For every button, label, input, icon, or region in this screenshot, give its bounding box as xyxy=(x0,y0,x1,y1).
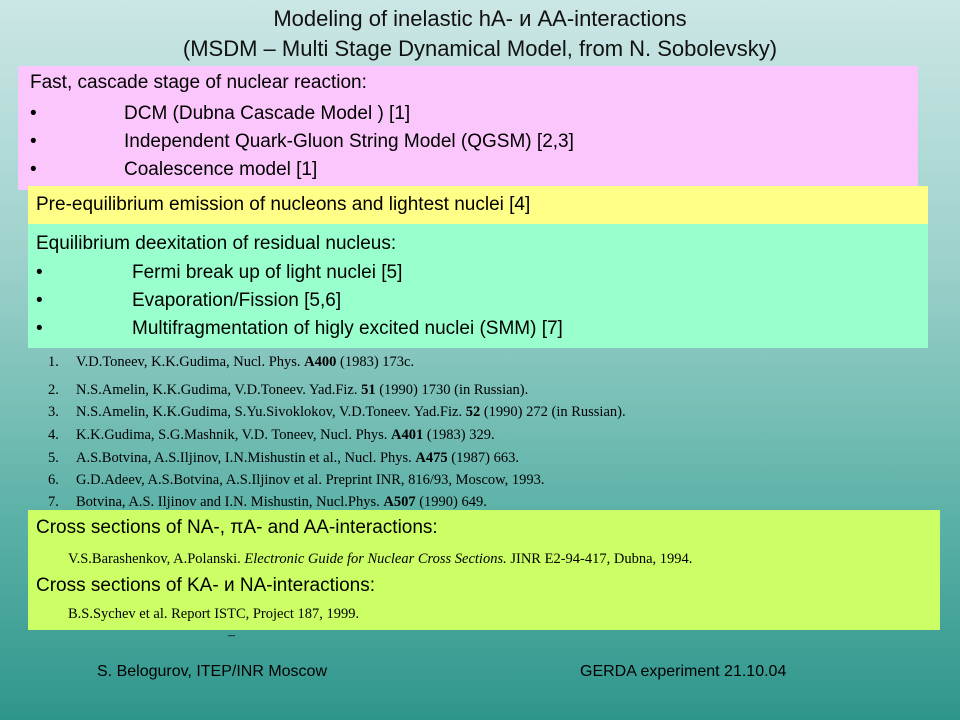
reference-item: 4. K.K.Gudima, S.G.Mashnik, V.D. Toneev, … xyxy=(48,427,495,443)
footer-event: GERDA experiment 21.10.04 xyxy=(580,663,787,680)
bullet-icon: • xyxy=(30,159,37,180)
preequilibrium-text: Pre-equilibrium emission of nucleons and… xyxy=(36,194,531,215)
reference-item: 6. G.D.Adeev, A.S.Botvina, A.S.Iljinov et… xyxy=(48,472,545,488)
bullet-icon: • xyxy=(30,131,37,152)
cascade-item: DCM (Dubna Cascade Model ) [1] xyxy=(124,103,411,124)
reference-item: 7. Botvina, A.S. Iljinov and I.N. Mishust… xyxy=(48,494,487,510)
cross-sections-heading-2: Cross sections of KA- и NA-interactions: xyxy=(36,575,376,596)
slide-title-line2: (MSDM – Multi Stage Dynamical Model, fro… xyxy=(182,36,778,61)
bullet-icon: • xyxy=(36,262,43,283)
cross-sections-box: Cross sections of NA-, πA- and AA-intera… xyxy=(28,510,940,630)
footer-author: S. Belogurov, ITEP/INR Moscow xyxy=(97,663,327,680)
reference-item: 2. N.S.Amelin, K.K.Gudima, V.D.Toneev. Ya… xyxy=(48,382,529,398)
cascade-stage-box: Fast, cascade stage of nuclear reaction:… xyxy=(18,66,918,190)
reference-item: 1. V.D.Toneev, K.K.Gudima, Nucl. Phys. A4… xyxy=(48,354,415,370)
equilibrium-heading: Equilibrium deexitation of residual nucl… xyxy=(36,233,397,254)
cross-sections-reference-2: B.S.Sychev et al. Report ISTC, Project 1… xyxy=(68,606,360,622)
cascade-item: Coalescence model [1] xyxy=(124,159,318,180)
pi-symbol: π xyxy=(230,517,244,538)
reference-item: 5. A.S.Botvina, A.S.Iljinov, I.N.Mishusti… xyxy=(48,450,519,466)
cascade-heading: Fast, cascade stage of nuclear reaction: xyxy=(30,72,367,93)
equilibrium-item: Evaporation/Fission [5,6] xyxy=(132,290,342,311)
slide-title-line1: Modeling of inelastic hA- и AA-interacti… xyxy=(273,6,687,31)
cascade-item: Independent Quark-Gluon String Model (QG… xyxy=(124,131,574,152)
reference-item: 3. N.S.Amelin, K.K.Gudima, S.Yu.Sivokloko… xyxy=(48,404,626,420)
preequilibrium-box: Pre-equilibrium emission of nucleons and… xyxy=(28,186,928,224)
bullet-icon: • xyxy=(36,290,43,311)
bullet-icon: • xyxy=(30,103,37,124)
equilibrium-item: Fermi break up of light nuclei [5] xyxy=(132,262,403,283)
equilibrium-box: Equilibrium deexitation of residual nucl… xyxy=(28,224,928,348)
cross-sections-reference-1: V.S.Barashenkov, A.Polanski. Electronic … xyxy=(68,551,693,567)
equilibrium-item: Multifragmentation of higly excited nucl… xyxy=(132,318,563,339)
stray-dash: – xyxy=(228,628,235,643)
cross-sections-heading-1: Cross sections of NA-, πA- and AA-intera… xyxy=(36,517,438,538)
bullet-icon: • xyxy=(36,318,43,339)
